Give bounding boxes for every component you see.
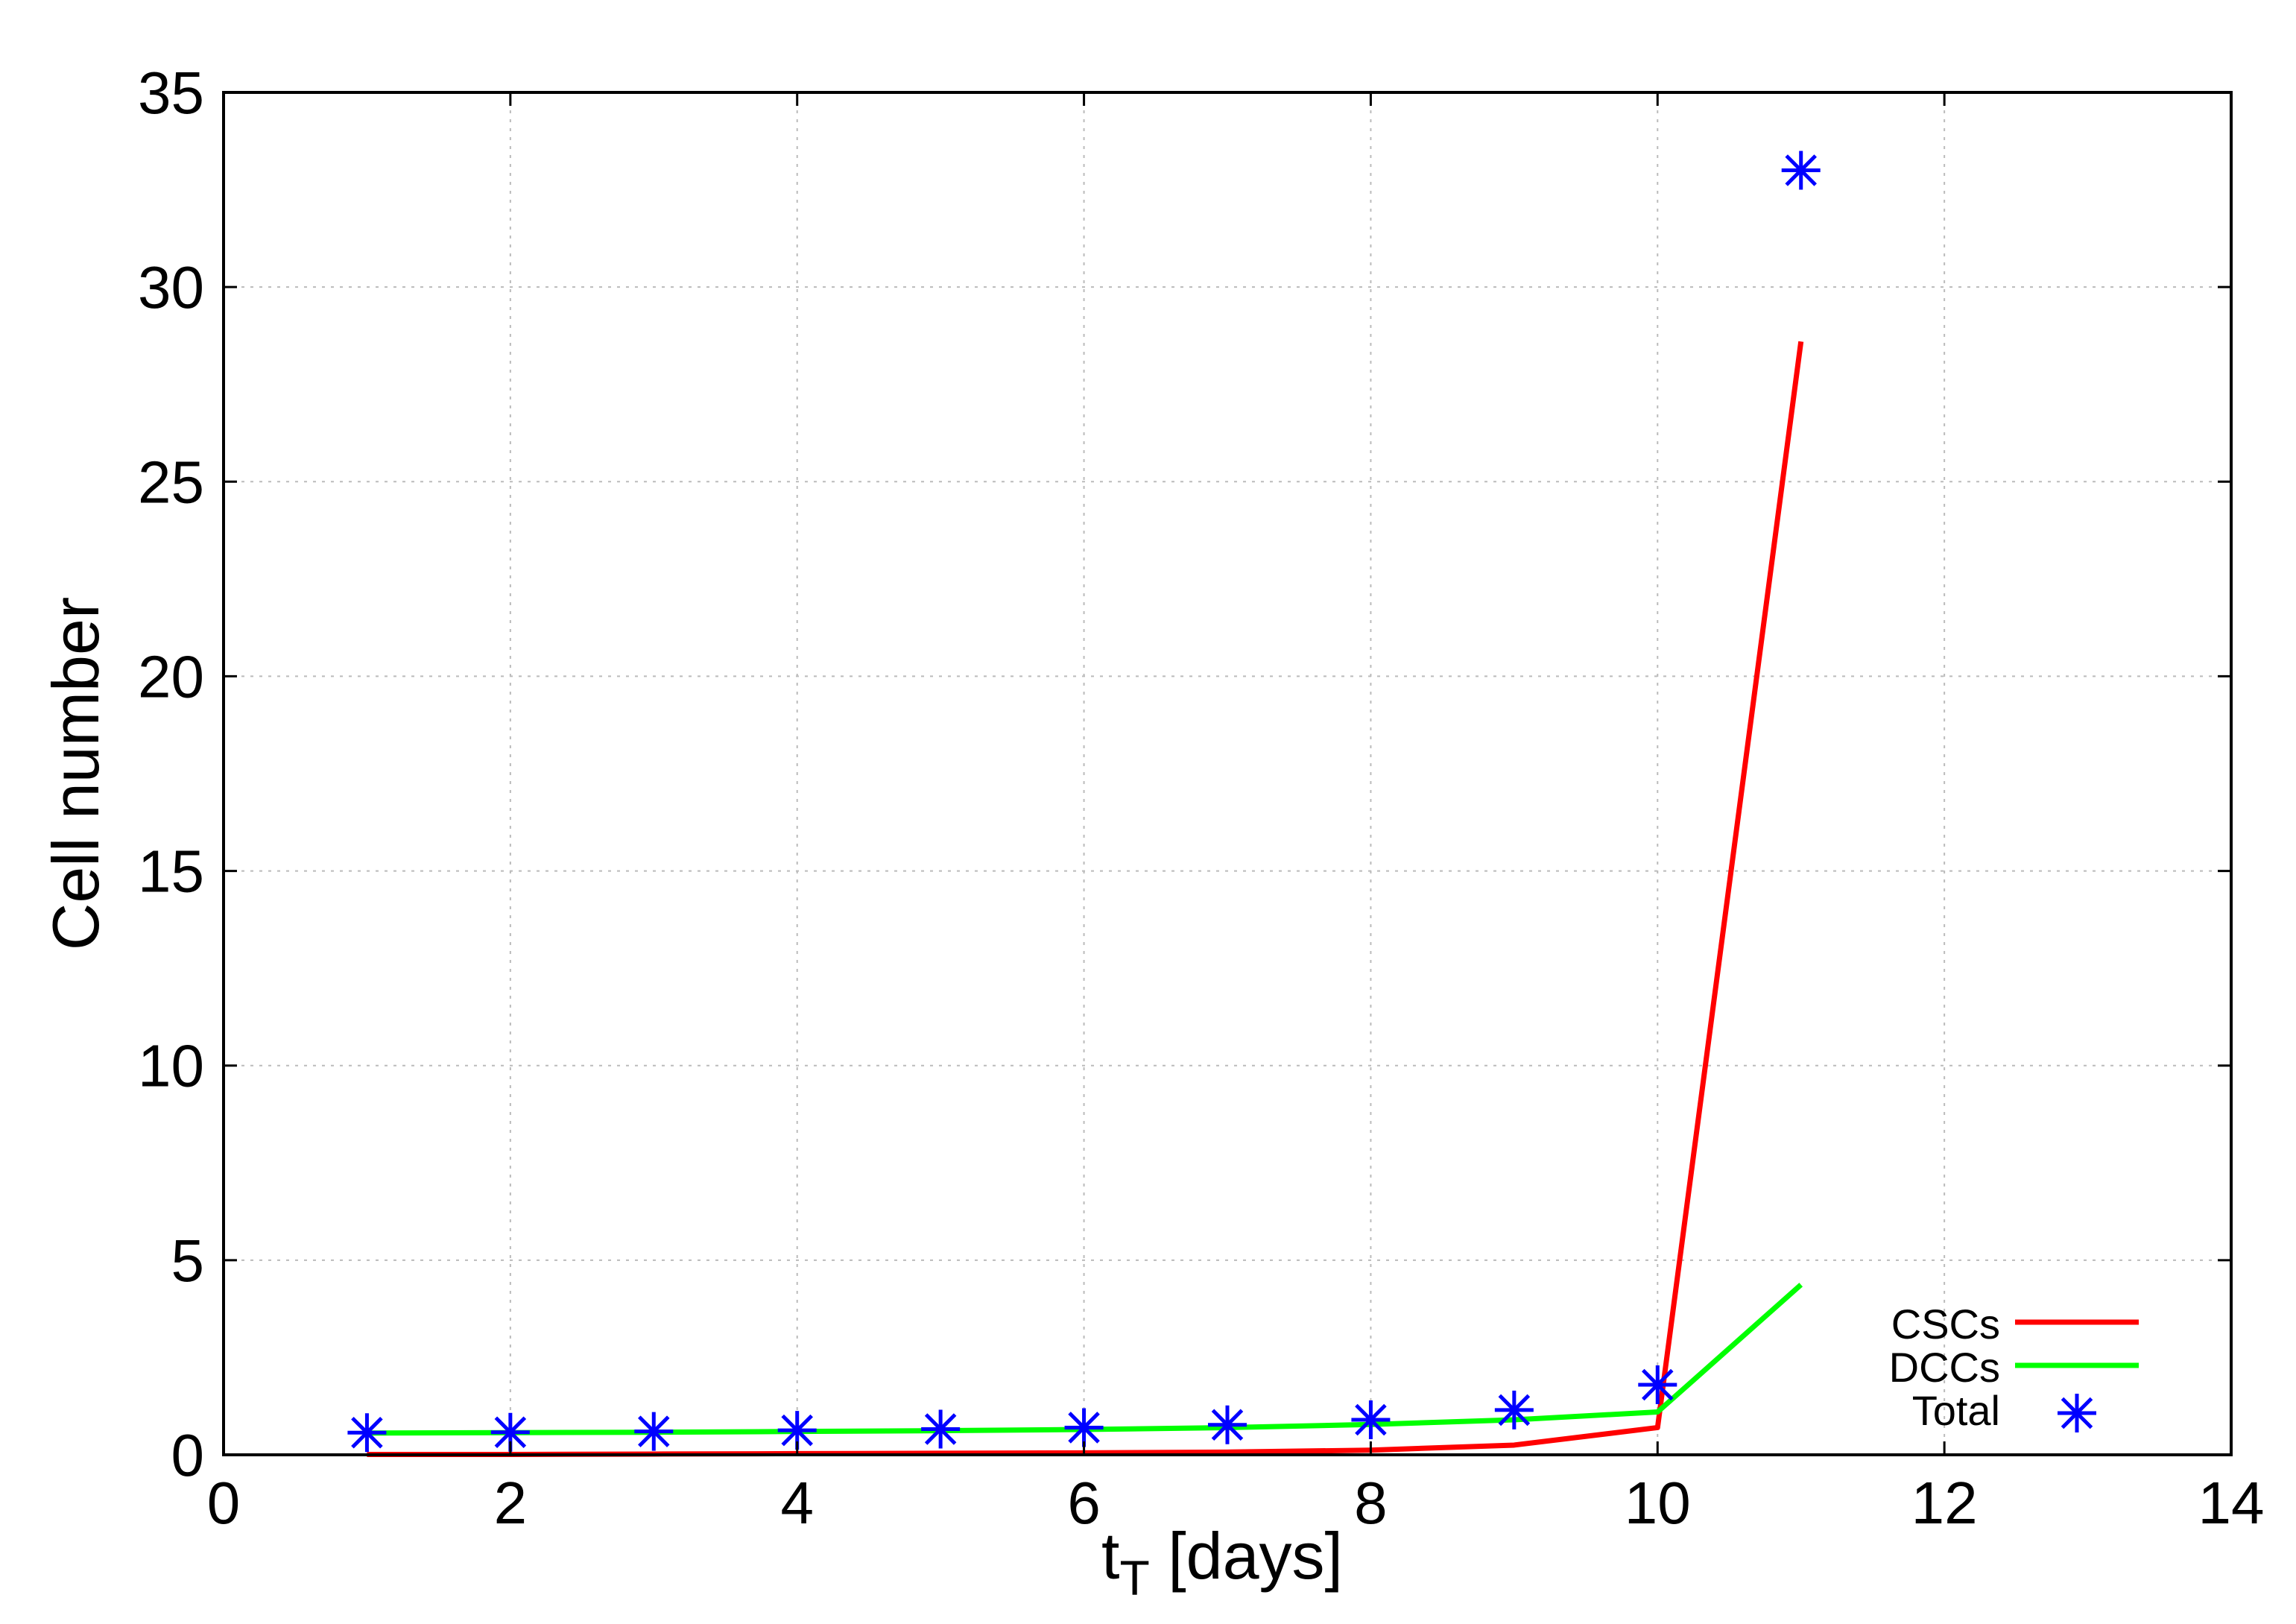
grid xyxy=(224,92,2231,1455)
asterisk-stroke xyxy=(1355,1403,1387,1436)
y-tick-label: 10 xyxy=(138,1033,204,1099)
y-tick-label: 20 xyxy=(138,643,204,710)
data-point-total xyxy=(347,1413,387,1453)
asterisk-stroke xyxy=(1642,1368,1674,1401)
data-point-total xyxy=(921,1409,961,1449)
asterisk-stroke xyxy=(1211,1409,1244,1441)
data-point-total xyxy=(1494,1390,1534,1429)
asterisk-stroke xyxy=(638,1415,670,1447)
data-point-total xyxy=(1208,1405,1247,1444)
y-axis-label: Cell number xyxy=(39,597,113,950)
x-tick-label: 2 xyxy=(494,1470,528,1536)
y-tick-label: 15 xyxy=(138,838,204,905)
x-tick-label: 12 xyxy=(1911,1470,1978,1536)
y-tick-label: 35 xyxy=(138,60,204,126)
asterisk-stroke xyxy=(351,1416,383,1449)
x-tick-label: 14 xyxy=(2198,1470,2265,1536)
data-point-total xyxy=(1064,1408,1104,1447)
data-point-total xyxy=(634,1412,674,1451)
data-point-total xyxy=(1638,1365,1677,1404)
legend-label-total: Total xyxy=(1912,1387,2000,1434)
plot-frame xyxy=(222,91,2233,1456)
data-point-total xyxy=(1781,151,1821,190)
x-axis-label-sub: T xyxy=(1119,1550,1149,1605)
asterisk-stroke xyxy=(494,1416,527,1448)
legend-label-cscs: CSCs xyxy=(1891,1301,2000,1347)
y-tick-label: 0 xyxy=(171,1422,205,1488)
x-tick-label: 10 xyxy=(1625,1470,1691,1536)
data-point-total xyxy=(1351,1400,1391,1439)
legend-swatch-total xyxy=(2058,1394,2096,1432)
x-tick-label: 8 xyxy=(1354,1470,1388,1536)
y-tick-label: 25 xyxy=(138,449,204,515)
x-tick-label: 6 xyxy=(1067,1470,1101,1536)
asterisk-stroke xyxy=(781,1414,813,1447)
asterisk-stroke xyxy=(924,1413,957,1445)
asterisk-stroke xyxy=(2061,1397,2093,1429)
x-tick-label: 4 xyxy=(780,1470,814,1536)
asterisk-stroke xyxy=(1498,1394,1531,1426)
x-axis-label: tT [days] xyxy=(1101,1519,1343,1605)
asterisk-stroke xyxy=(1068,1412,1100,1444)
x-axis-label-unit: [days] xyxy=(1150,1519,1343,1593)
x-tick-label: 0 xyxy=(207,1470,241,1536)
ticks: 0 2 4 6 8 10 12 14 0 5 10 15 20 25 30 35 xyxy=(138,60,2264,1536)
series-layer xyxy=(347,151,1821,1457)
y-tick-label: 5 xyxy=(171,1228,205,1294)
legend-label-dccs: DCCs xyxy=(1889,1344,2000,1391)
x-axis-label-main: t xyxy=(1101,1519,1119,1593)
asterisk-stroke xyxy=(1785,154,1817,186)
y-tick-label: 30 xyxy=(138,254,204,320)
